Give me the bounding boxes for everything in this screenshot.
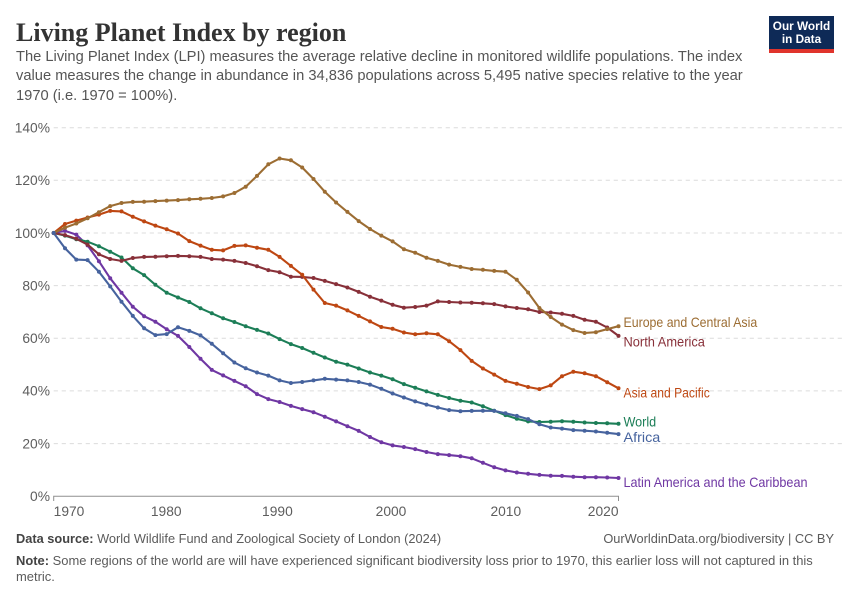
svg-text:Africa: Africa [624, 430, 661, 445]
svg-text:100%: 100% [15, 226, 50, 241]
svg-text:1970: 1970 [54, 504, 85, 519]
svg-text:40%: 40% [22, 384, 50, 399]
svg-text:140%: 140% [15, 121, 50, 136]
svg-text:120%: 120% [15, 173, 50, 188]
svg-text:Asia and Pacific: Asia and Pacific [624, 385, 710, 400]
svg-text:20%: 20% [22, 436, 50, 451]
svg-text:2010: 2010 [490, 504, 521, 519]
svg-text:2020: 2020 [588, 504, 619, 519]
svg-text:World: World [624, 415, 657, 430]
svg-text:North America: North America [624, 334, 706, 349]
svg-text:2000: 2000 [376, 504, 407, 519]
svg-text:Latin America and the Caribbea: Latin America and the Caribbean [624, 475, 808, 490]
svg-text:80%: 80% [22, 278, 50, 293]
svg-text:Europe and Central Asia: Europe and Central Asia [624, 315, 758, 330]
svg-text:1990: 1990 [262, 504, 293, 519]
svg-text:1980: 1980 [151, 504, 182, 519]
svg-text:60%: 60% [22, 331, 50, 346]
svg-text:0%: 0% [30, 489, 50, 504]
